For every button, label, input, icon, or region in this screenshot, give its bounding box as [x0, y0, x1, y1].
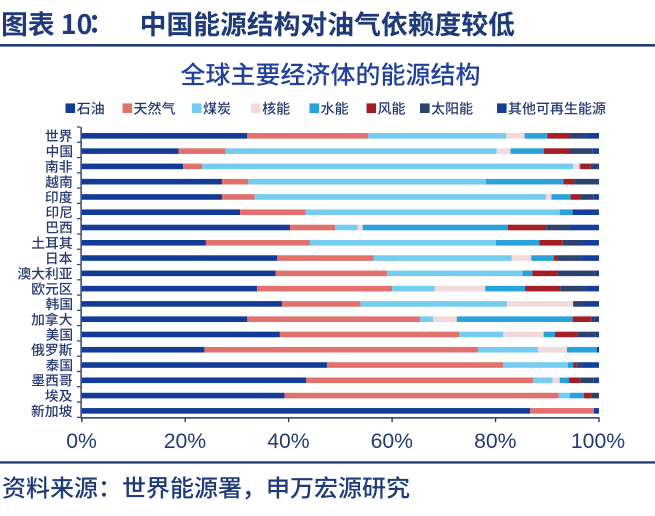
- svg-text:60%: 60%: [371, 430, 414, 453]
- svg-text:0%: 0%: [66, 430, 97, 453]
- svg-text:20%: 20%: [164, 430, 207, 453]
- svg-text:40%: 40%: [267, 430, 310, 453]
- svg-text:80%: 80%: [474, 430, 517, 453]
- svg-text:100%: 100%: [571, 430, 625, 453]
